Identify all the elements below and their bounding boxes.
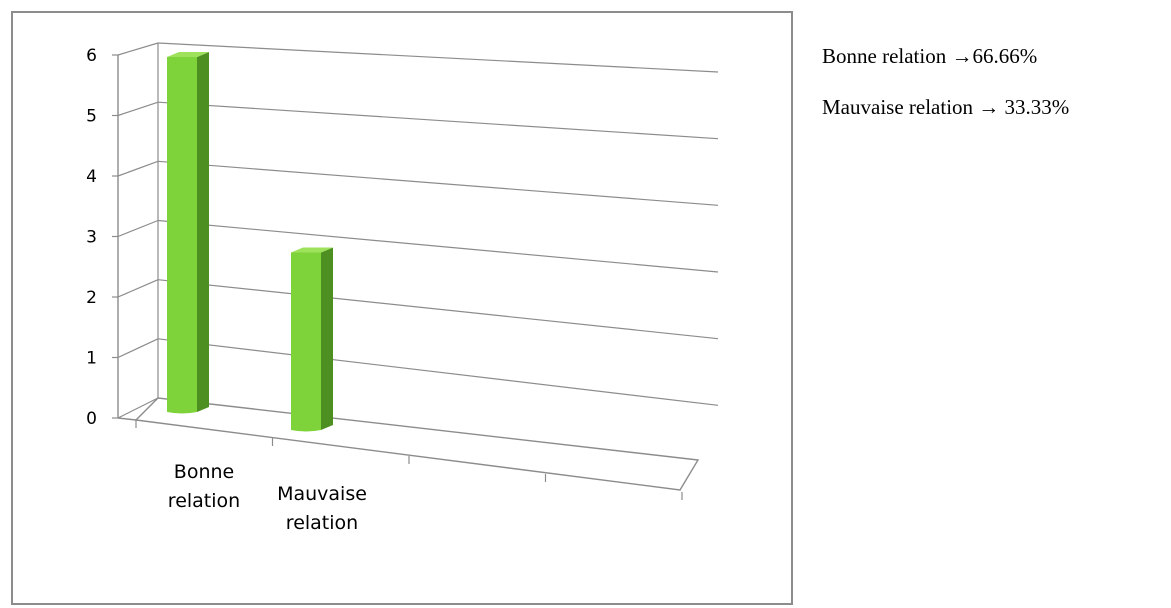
note-label: Bonne relation xyxy=(822,44,952,68)
bar-top xyxy=(167,52,209,57)
chart-area xyxy=(11,11,793,605)
y-tick-label: 0 xyxy=(86,409,97,429)
side-gridline xyxy=(117,101,159,117)
axes xyxy=(112,43,700,500)
side-gridline xyxy=(117,219,159,238)
chart-floor xyxy=(134,397,700,491)
side-gridline xyxy=(117,160,159,177)
gridline xyxy=(157,279,719,340)
gridline xyxy=(157,42,719,73)
side-gridline xyxy=(117,397,159,419)
y-tick-label: 1 xyxy=(86,349,97,369)
bars xyxy=(167,52,333,432)
y-tick-label: 2 xyxy=(86,288,97,308)
labels: 0 1 2 3 4 5 6 Bonne relation Mauvaise relation xyxy=(86,46,367,534)
note-value: 33.33% xyxy=(999,95,1070,119)
note-label: Mauvaise relation xyxy=(822,95,979,119)
bar-chart: 0 1 2 3 4 5 6 Bonne relation Mauvaise relation xyxy=(86,42,719,534)
note-value: 66.66% xyxy=(972,44,1038,68)
gridlines xyxy=(117,42,719,419)
percentage-notes: Bonne relation →66.66% Mauvaise relation… xyxy=(822,44,1069,146)
gridline xyxy=(157,160,719,206)
bar xyxy=(167,57,197,414)
bar xyxy=(291,252,321,432)
side-gridline xyxy=(117,338,159,359)
bar-side xyxy=(321,247,333,430)
note-mauvaise-relation: Mauvaise relation → 33.33% xyxy=(822,95,1069,120)
bar-top xyxy=(291,247,333,253)
x-tick-label: Mauvaise relation xyxy=(277,483,367,534)
side-gridline xyxy=(117,42,159,56)
x-tick-label: Bonne relation xyxy=(168,461,240,512)
y-tick-label: 4 xyxy=(86,167,97,187)
gridline xyxy=(157,219,719,273)
bar-side xyxy=(197,52,209,412)
side-gridline xyxy=(117,279,159,298)
gridline xyxy=(157,101,719,140)
y-tick-label: 6 xyxy=(86,46,97,66)
arrow-icon: → xyxy=(978,95,1000,119)
arrow-icon: → xyxy=(951,44,973,68)
gridline xyxy=(157,338,719,406)
note-bonne-relation: Bonne relation →66.66% xyxy=(822,44,1069,69)
y-tick-label: 5 xyxy=(86,107,97,127)
y-tick-label: 3 xyxy=(86,228,97,248)
floor-front-left xyxy=(117,417,137,421)
